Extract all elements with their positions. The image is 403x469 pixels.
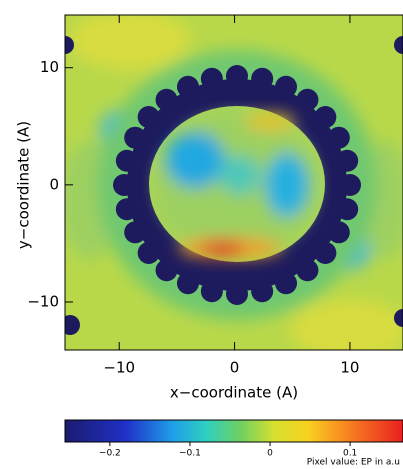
- y-tick-label: 10: [40, 58, 59, 76]
- ring-bump: [275, 75, 298, 98]
- ring-bump: [176, 75, 199, 98]
- colorbar-tick-label: 0: [267, 449, 273, 459]
- y-axis-title: y−coordinate (A): [15, 121, 33, 249]
- ring-bump: [115, 149, 138, 172]
- x-tick-label: 10: [340, 359, 359, 377]
- ring-bump: [251, 280, 274, 303]
- ring-bump: [336, 198, 359, 221]
- x-axis-title: x−coordinate (A): [170, 384, 298, 402]
- ring-bump: [336, 149, 359, 172]
- y-tick-label: −10: [27, 292, 59, 310]
- ring-bump: [327, 221, 350, 244]
- ring-bump: [296, 88, 319, 111]
- ring-bump: [137, 241, 160, 264]
- ring-bump: [275, 272, 298, 295]
- colorbar-frame: [64, 419, 403, 443]
- ring-bump: [251, 67, 274, 90]
- ring-bump: [115, 198, 138, 221]
- x-tick-label: −10: [103, 359, 135, 377]
- ring-bump: [314, 241, 337, 264]
- ring-bump: [226, 283, 248, 305]
- ring-bump: [176, 272, 199, 295]
- x-tick-label: 0: [230, 359, 240, 377]
- ring-bump: [155, 259, 178, 282]
- ring-bump: [314, 106, 337, 129]
- colorbar: [65, 420, 403, 442]
- ring-bump: [339, 174, 361, 196]
- heatmap-image: [65, 15, 403, 350]
- ring-bump: [200, 67, 223, 90]
- ring-bump: [124, 221, 147, 244]
- ring-bump: [226, 65, 248, 87]
- ring-bump: [155, 88, 178, 111]
- plot-frame: [64, 14, 403, 351]
- ring-bump: [296, 259, 319, 282]
- colorbar-tick-label: −0.2: [99, 449, 121, 459]
- colorbar-tick-label: 0.1: [343, 449, 357, 459]
- ring-bump: [113, 174, 135, 196]
- ring-bump: [200, 280, 223, 303]
- colorbar-tick-label: −0.1: [179, 449, 201, 459]
- y-tick-label: 0: [49, 175, 59, 193]
- ring-bump: [124, 126, 147, 149]
- ring-bump: [137, 106, 160, 129]
- colorbar-label: Pixel value: EP in a.u: [307, 458, 400, 468]
- ring-bump: [327, 126, 350, 149]
